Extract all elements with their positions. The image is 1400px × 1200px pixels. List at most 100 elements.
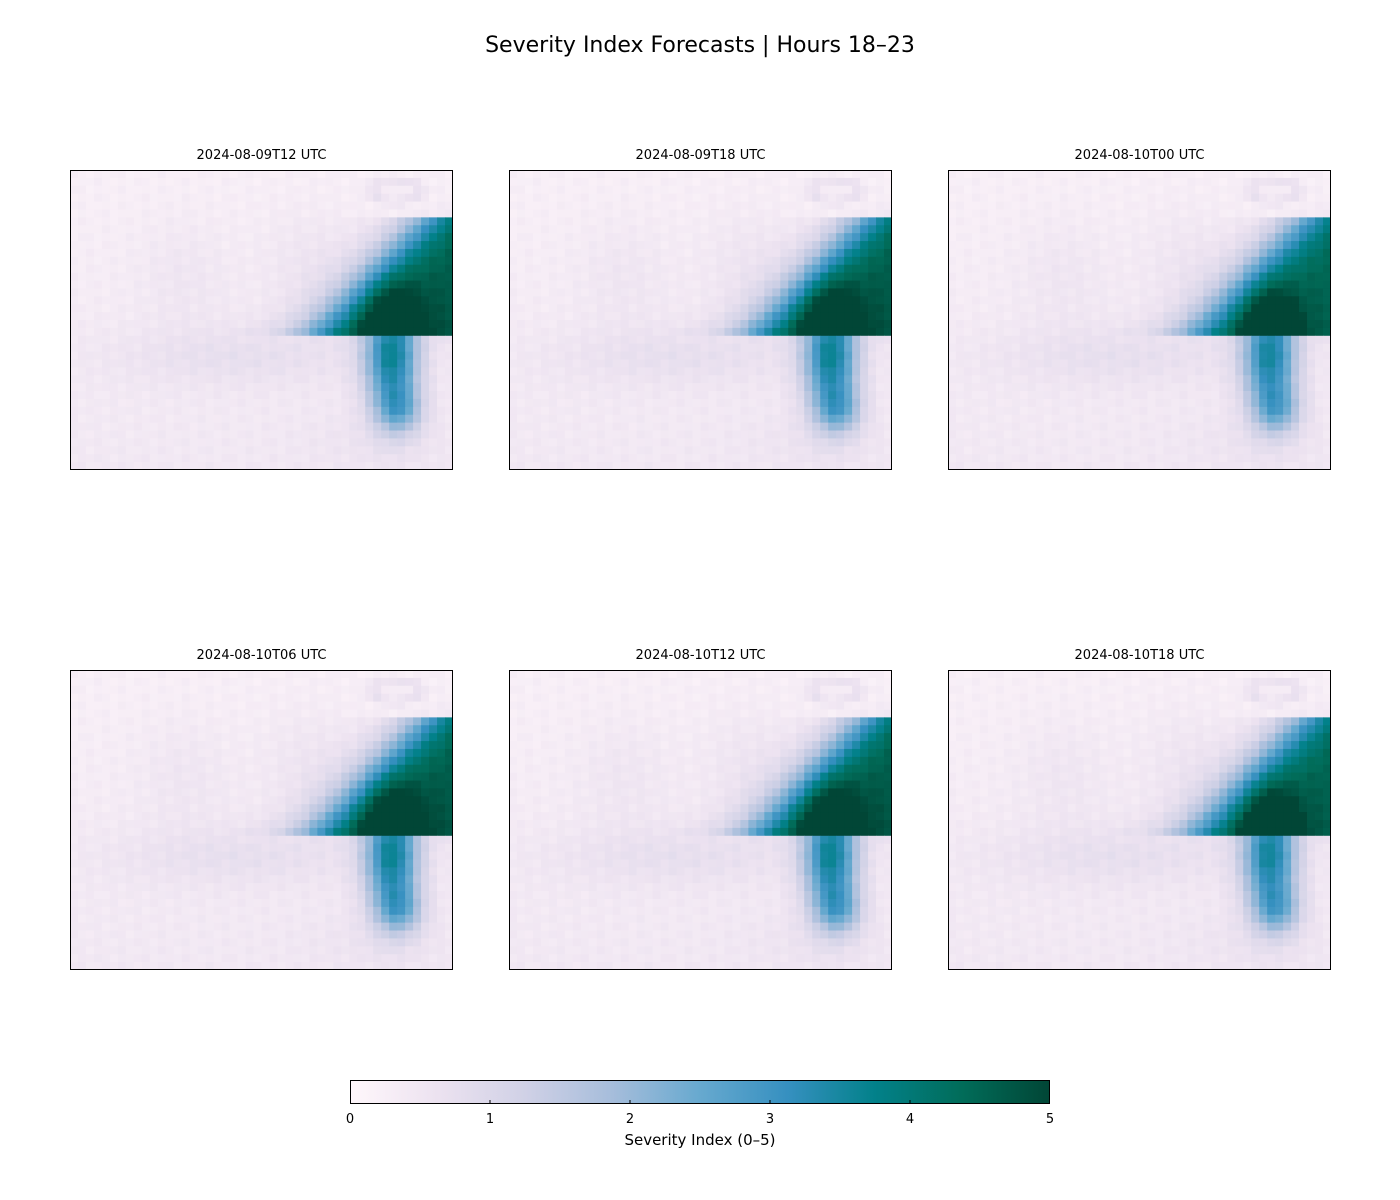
heatmap-cell	[716, 367, 725, 376]
heatmap-cell	[588, 170, 598, 179]
heatmap-cell	[309, 398, 318, 408]
heatmap-cell	[309, 193, 318, 202]
heatmap-cell	[445, 225, 453, 234]
heatmap-cell	[724, 225, 733, 234]
heatmap-cell	[556, 209, 566, 218]
heatmap-cell	[405, 288, 414, 297]
heatmap-cell	[301, 217, 310, 226]
heatmap-cell	[157, 422, 167, 431]
heatmap-cell	[349, 351, 358, 360]
heatmap-cell	[357, 296, 366, 305]
heatmap-cell	[796, 312, 805, 321]
heatmap-cell	[1115, 335, 1124, 345]
heatmap-cell	[317, 225, 326, 234]
heatmap-cell	[1179, 312, 1188, 321]
heatmap-cell	[684, 430, 693, 439]
heatmap-cell	[684, 359, 693, 368]
heatmap-cell	[405, 398, 414, 408]
heatmap-cell	[445, 343, 453, 352]
heatmap-cell	[524, 462, 534, 470]
heatmap-cell	[828, 296, 837, 305]
heatmap-cell	[748, 304, 757, 313]
heatmap-cell	[1323, 170, 1331, 179]
heatmap-cell	[1291, 327, 1300, 337]
heatmap-2	[509, 170, 892, 470]
heatmap-cell	[604, 351, 614, 360]
heatmap-cell	[1251, 272, 1260, 281]
heatmap-cell	[780, 335, 789, 345]
heatmap-cell	[708, 193, 717, 202]
heatmap-cell	[413, 241, 422, 250]
heatmap-cell	[588, 383, 598, 392]
heatmap-cell	[668, 280, 677, 289]
heatmap-cell	[820, 304, 829, 313]
heatmap-cell	[1275, 272, 1284, 281]
heatmap-cell	[732, 201, 741, 210]
heatmap-cell	[365, 288, 374, 297]
heatmap-cell	[852, 351, 861, 360]
heatmap-cell	[812, 256, 821, 266]
heatmap-cell	[588, 312, 598, 321]
heatmap-cell	[269, 391, 278, 400]
heatmap-cell	[165, 170, 175, 179]
heatmap-cell	[764, 225, 773, 234]
heatmap-cell	[1219, 296, 1228, 305]
heatmap-cell	[748, 462, 757, 470]
heatmap-cell	[261, 312, 270, 321]
heatmap-cell	[509, 304, 518, 313]
heatmap-cell	[325, 398, 334, 408]
heatmap-cell	[357, 414, 366, 424]
heatmap-cell	[1027, 193, 1037, 202]
heatmap-cell	[748, 209, 757, 218]
heatmap-cell	[245, 217, 254, 226]
heatmap-cell	[532, 296, 542, 305]
heatmap-cell	[1051, 383, 1061, 392]
heatmap-cell	[1147, 201, 1156, 210]
heatmap-cell	[277, 320, 286, 329]
heatmap-cell	[101, 343, 111, 352]
heatmap-cell	[628, 462, 638, 470]
heatmap-cell	[261, 217, 270, 226]
heatmap-cell	[237, 193, 246, 202]
heatmap-cell	[588, 233, 598, 242]
heatmap-cell	[301, 312, 310, 321]
heatmap-cell	[77, 359, 87, 368]
heatmap-cell	[429, 327, 438, 337]
heatmap-cell	[205, 335, 215, 345]
heatmap-cell	[437, 177, 446, 187]
heatmap-cell	[133, 296, 143, 305]
heatmap-cell	[524, 288, 534, 297]
heatmap-cell	[509, 351, 518, 360]
heatmap-cell	[1147, 233, 1156, 242]
heatmap-cell	[1051, 225, 1061, 234]
heatmap-cell	[325, 185, 334, 195]
heatmap-cell	[445, 177, 453, 187]
heatmap-cell	[213, 438, 223, 447]
heatmap-cell	[971, 383, 981, 392]
heatmap-cell	[1083, 304, 1093, 313]
heatmap-cell	[93, 351, 103, 360]
heatmap-cell	[1195, 264, 1204, 274]
heatmap-cell	[532, 406, 542, 416]
heatmap-cell	[1123, 233, 1132, 242]
heatmap-cell	[1243, 343, 1252, 352]
heatmap-cell	[660, 375, 669, 384]
heatmap-cell	[413, 414, 422, 424]
heatmap-cell	[173, 343, 183, 352]
heatmap-cell	[309, 446, 318, 455]
heatmap-cell	[1211, 170, 1220, 179]
heatmap-cell	[101, 391, 111, 400]
heatmap-cell	[660, 367, 669, 376]
heatmap-cell	[1235, 264, 1244, 274]
heatmap-cell	[165, 391, 175, 400]
heatmap-cell	[1107, 185, 1116, 195]
heatmap-cell	[532, 193, 542, 202]
heatmap-cell	[676, 422, 685, 431]
heatmap-cell	[955, 351, 965, 360]
heatmap-cell	[445, 454, 453, 463]
heatmap-cell	[1219, 272, 1228, 281]
heatmap-cell	[955, 367, 965, 376]
heatmap-cell	[1227, 225, 1236, 234]
heatmap-cell	[636, 375, 646, 384]
heatmap-cell	[1267, 280, 1276, 289]
